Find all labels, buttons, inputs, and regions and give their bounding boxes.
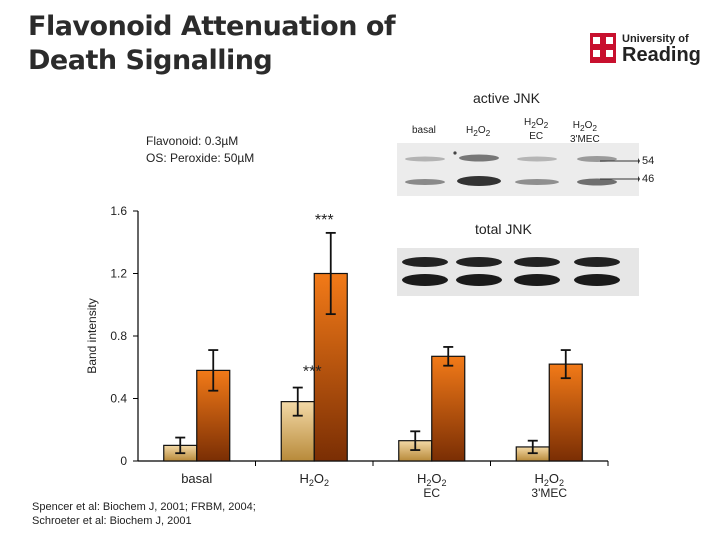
slide-title: Flavonoid Attenuation of Death Signallin… — [28, 10, 448, 78]
x-category-sublabel: EC — [423, 486, 440, 500]
active-jnk-label: active JNK — [473, 90, 540, 106]
total-jnk-label: total JNK — [475, 221, 532, 237]
y-tick-label: 0.4 — [110, 392, 127, 406]
references: Spencer et al: Biochem J, 2001; FRBM, 20… — [32, 500, 256, 528]
marker-arrowhead-46 — [638, 176, 640, 182]
references-line2: Schroeter et al: Biochem J, 2001 — [32, 515, 192, 527]
x-category-label: H2O2 — [299, 471, 329, 488]
total-jnk-blot-image — [397, 248, 639, 296]
lane-label-basal: basal — [412, 125, 436, 136]
marker-arrows — [600, 158, 640, 182]
significance-annotation: *** — [303, 364, 322, 381]
y-tick-label: 0.8 — [110, 329, 127, 343]
university-logo: University of Reading — [590, 30, 701, 70]
active-jnk-blot-image — [397, 143, 639, 196]
x-category-label: basal — [181, 471, 212, 486]
y-axis-label: Band intensity — [85, 298, 99, 373]
conditions-line2: OS: Peroxide: 50µM — [146, 151, 255, 165]
lane-label-h2o2-3mec: H2O2 3'MEC — [570, 120, 600, 145]
conditions-text: Flavonoid: 0.3µM OS: Peroxide: 50µM — [146, 133, 254, 167]
slide-title-line1: Flavonoid Attenuation of — [28, 11, 396, 42]
x-category-label: H2O2 — [534, 471, 564, 488]
y-tick-label: 1.6 — [110, 204, 127, 218]
bar-band54 — [431, 355, 466, 462]
y-tick-label: 1.2 — [110, 267, 127, 281]
x-category-label: H2O2 — [417, 471, 447, 488]
marker-arrowhead-54 — [638, 158, 640, 164]
conditions-line1: Flavonoid: 0.3µM — [146, 134, 239, 148]
logo-text-small: University of — [622, 33, 689, 45]
x-category-sublabel: 3'MEC — [531, 486, 567, 500]
total-jnk-blot — [397, 248, 639, 296]
marker-46-label: 46 — [642, 173, 655, 185]
bar-band54 — [548, 363, 583, 462]
lane-label-h2o2: H2O2 — [466, 125, 491, 138]
lane-label-h2o2-ec: H2O2 EC — [524, 117, 549, 142]
marker-54-label: 54 — [642, 155, 655, 167]
slide-title-line2: Death Signalling — [28, 45, 273, 76]
y-tick-label: 0 — [120, 454, 127, 468]
significance-annotation: *** — [315, 212, 334, 229]
active-jnk-blot — [397, 143, 639, 196]
logo-text-big: Reading — [622, 44, 701, 66]
crest-icon — [590, 33, 616, 63]
references-line1: Spencer et al: Biochem J, 2001; FRBM, 20… — [32, 501, 256, 513]
